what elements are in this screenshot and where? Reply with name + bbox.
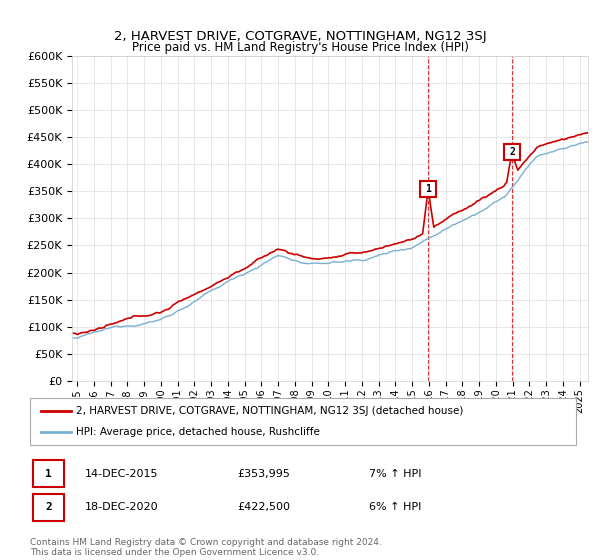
Text: £353,995: £353,995	[238, 469, 290, 479]
Text: 2, HARVEST DRIVE, COTGRAVE, NOTTINGHAM, NG12 3SJ (detached house): 2, HARVEST DRIVE, COTGRAVE, NOTTINGHAM, …	[76, 406, 464, 416]
Text: 6% ↑ HPI: 6% ↑ HPI	[368, 502, 421, 512]
Text: 2: 2	[509, 147, 515, 157]
Text: 2, HARVEST DRIVE, COTGRAVE, NOTTINGHAM, NG12 3SJ: 2, HARVEST DRIVE, COTGRAVE, NOTTINGHAM, …	[113, 30, 487, 43]
Text: 14-DEC-2015: 14-DEC-2015	[85, 469, 158, 479]
Text: 1: 1	[45, 469, 52, 479]
Text: HPI: Average price, detached house, Rushcliffe: HPI: Average price, detached house, Rush…	[76, 427, 320, 437]
Text: Price paid vs. HM Land Registry's House Price Index (HPI): Price paid vs. HM Land Registry's House …	[131, 41, 469, 54]
Text: 18-DEC-2020: 18-DEC-2020	[85, 502, 158, 512]
Text: 7% ↑ HPI: 7% ↑ HPI	[368, 469, 421, 479]
Bar	[33, 460, 64, 487]
Text: Contains HM Land Registry data © Crown copyright and database right 2024.
This d: Contains HM Land Registry data © Crown c…	[30, 538, 382, 557]
Text: 2: 2	[45, 502, 52, 512]
Text: £422,500: £422,500	[238, 502, 290, 512]
Bar	[33, 494, 64, 521]
Text: 1: 1	[425, 184, 431, 194]
